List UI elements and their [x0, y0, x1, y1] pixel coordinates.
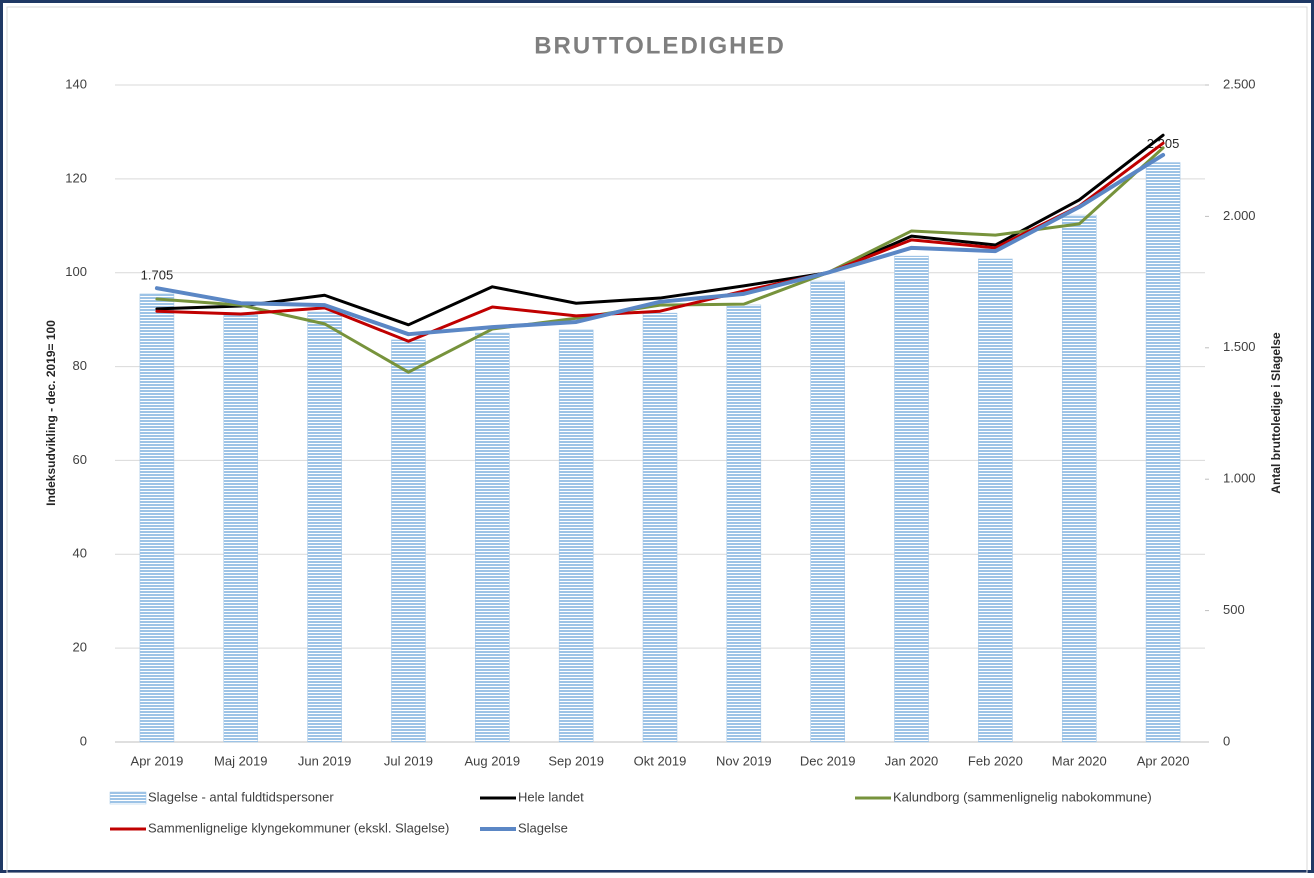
bar [475, 332, 510, 743]
y2-tick-label: 2.000 [1223, 208, 1256, 223]
x-tick-label: Maj 2019 [214, 753, 267, 768]
bar [810, 280, 845, 743]
legend-label: Kalundborg (sammenlignelig nabokommune) [893, 789, 1152, 804]
legend-label: Sammenlignelige klyngekommuner (ekskl. S… [148, 820, 449, 835]
x-tick-label: Okt 2019 [634, 753, 687, 768]
x-tick-label: Mar 2020 [1052, 753, 1107, 768]
legend-label: Slagelse - antal fuldtidspersoner [148, 789, 334, 804]
bar [307, 311, 342, 743]
data-label: 1.705 [141, 267, 174, 282]
y-tick-label: 100 [65, 264, 87, 279]
bar [1061, 214, 1097, 743]
x-tick-label: Nov 2019 [716, 753, 772, 768]
bar [978, 258, 1013, 743]
line [154, 152, 1166, 337]
bar [558, 329, 594, 743]
y-tick-label: 140 [65, 76, 87, 91]
line [155, 133, 1165, 327]
legend-label: Hele landet [518, 789, 584, 804]
y-tick-label: 20 [73, 640, 87, 655]
bar [223, 314, 259, 743]
x-tick-label: Dec 2019 [800, 753, 856, 768]
y-axis-title: Indeksudvikling - dec. 2019= 100 [44, 320, 58, 506]
y-tick-label: 40 [73, 546, 87, 561]
line [155, 146, 1165, 374]
x-tick-label: Aug 2019 [464, 753, 520, 768]
legend-label: Slagelse [518, 820, 568, 835]
x-tick-label: Apr 2019 [131, 753, 184, 768]
y-tick-label: 0 [80, 733, 87, 748]
bar [391, 339, 426, 743]
legend-swatch [109, 791, 147, 805]
chart-title: BRUTTOLEDIGHED [534, 32, 786, 59]
y2-tick-label: 1.000 [1223, 471, 1256, 486]
x-tick-label: Apr 2020 [1137, 753, 1190, 768]
x-tick-label: Jun 2019 [298, 753, 352, 768]
bar [1145, 162, 1181, 743]
y2-tick-label: 500 [1223, 602, 1245, 617]
y-tick-label: 120 [65, 170, 87, 185]
y2-tick-label: 0 [1223, 733, 1230, 748]
y2-tick-label: 1.500 [1223, 339, 1256, 354]
bar [642, 312, 678, 743]
y-tick-label: 80 [73, 358, 87, 373]
y-tick-label: 60 [73, 452, 87, 467]
bar [894, 255, 929, 743]
bar [726, 304, 762, 743]
y2-tick-label: 2.500 [1223, 76, 1256, 91]
y2-axis-title: Antal bruttoledige i Slagelse [1269, 332, 1283, 494]
x-tick-label: Jan 2020 [885, 753, 939, 768]
x-tick-label: Feb 2020 [968, 753, 1023, 768]
line [155, 141, 1165, 343]
x-tick-label: Sep 2019 [548, 753, 604, 768]
x-tick-label: Jul 2019 [384, 753, 433, 768]
bar [139, 293, 175, 743]
